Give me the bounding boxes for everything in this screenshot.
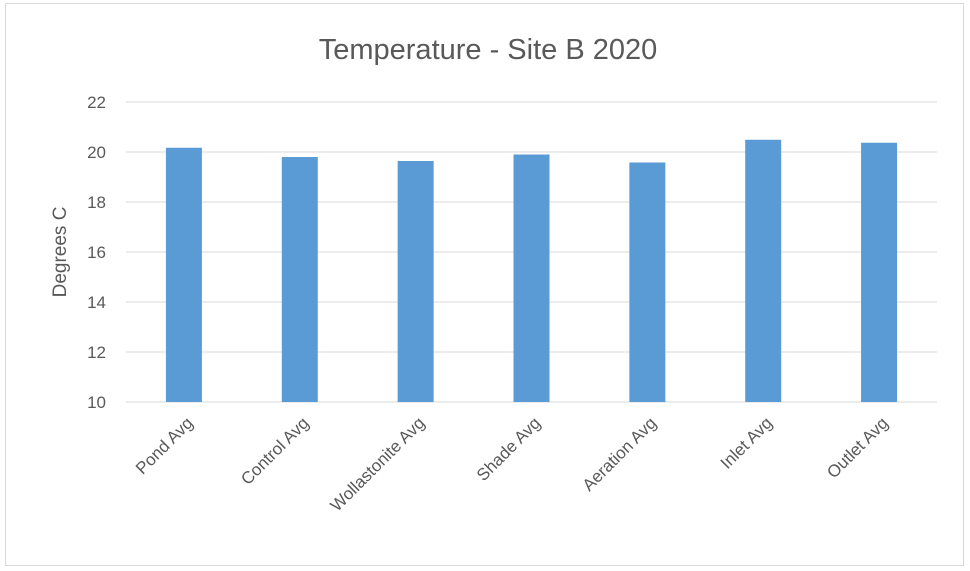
bars	[165, 139, 898, 402]
y-tick-label: 22	[87, 93, 106, 112]
y-tick-label: 10	[87, 393, 106, 412]
x-tick-label: Inlet Avg	[717, 413, 776, 472]
bar	[397, 161, 434, 402]
y-tick-label: 16	[87, 243, 106, 262]
y-tick-label: 14	[87, 293, 106, 312]
y-tick-label: 12	[87, 343, 106, 362]
x-axis-ticks: Pond Avg Control Avg Wollastonite Avg Shade…	[132, 413, 892, 515]
chart-frame	[5, 3, 964, 566]
x-tick-label: Outlet Avg	[823, 413, 892, 482]
y-axis-label: Degrees C	[50, 207, 71, 298]
x-tick-label: Pond Avg	[132, 413, 197, 478]
bar	[281, 157, 318, 402]
x-tick-label: Control Avg	[237, 413, 312, 488]
y-axis-ticks: 10 12 14 16 18 20 22	[87, 93, 106, 412]
bar	[513, 154, 550, 402]
x-tick-label: Shade Avg	[473, 413, 544, 484]
x-tick-label: Aeration Avg	[579, 413, 660, 494]
y-tick-label: 18	[87, 193, 106, 212]
bar	[861, 142, 898, 402]
bar	[629, 162, 666, 402]
y-tick-label: 20	[87, 143, 106, 162]
bar	[165, 147, 202, 402]
chart-title: Temperature - Site B 2020	[319, 34, 658, 66]
x-tick-label: Wollastonite Avg	[327, 413, 429, 515]
bar	[745, 139, 782, 402]
